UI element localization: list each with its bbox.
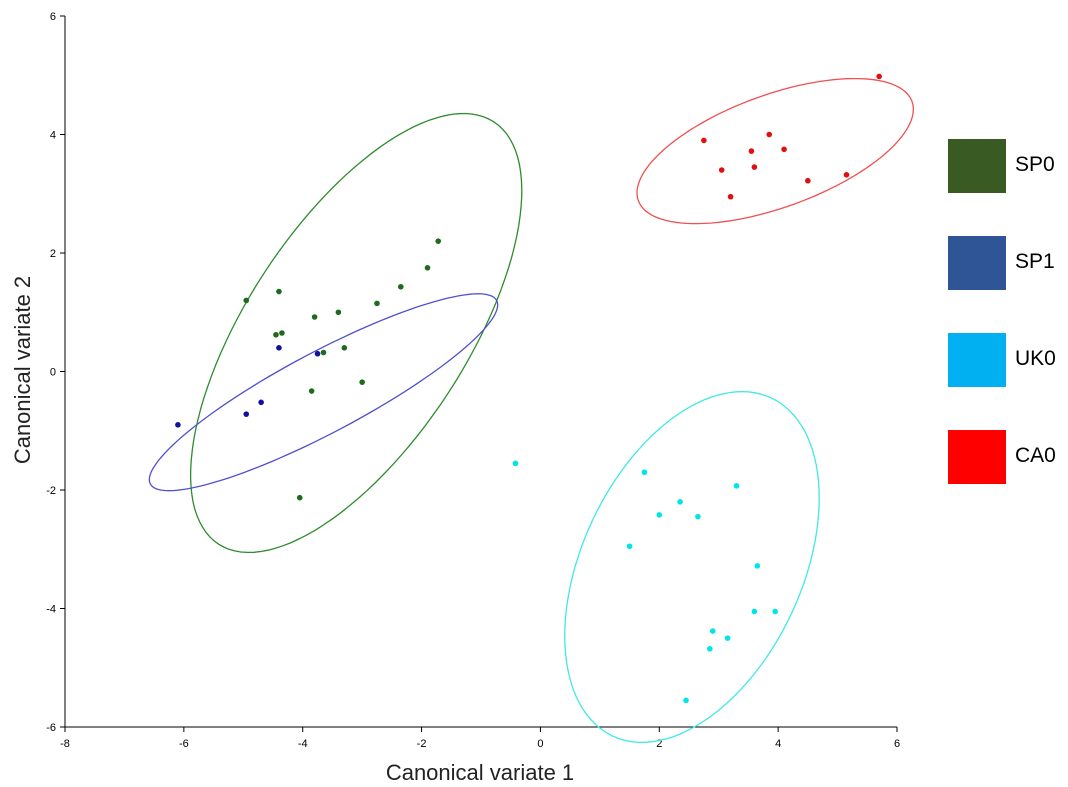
point-sp0 [435, 238, 442, 244]
ellipse-sp1 [148, 293, 499, 492]
point-uk0 [677, 499, 683, 505]
legend-label-sp0: SP0 [1015, 153, 1055, 176]
x-tick-label: 6 [894, 738, 900, 750]
point-uk0 [695, 513, 701, 520]
point-ca0 [781, 146, 787, 153]
y-tick-label: -6 [46, 722, 56, 734]
point-uk0 [772, 608, 778, 615]
point-sp0 [424, 265, 431, 271]
legend-swatch-sp0 [948, 139, 1006, 193]
point-sp1 [258, 399, 264, 406]
legend-item-uk0: UK0 [948, 333, 1068, 387]
y-tick-label: -2 [46, 485, 56, 497]
x-tick-label: -2 [417, 738, 427, 750]
ellipse-ca0 [636, 77, 914, 225]
y-tick-label: 6 [50, 11, 56, 23]
point-sp0 [359, 379, 365, 385]
legend-item-ca0: CA0 [948, 430, 1068, 484]
confidence-ellipses [148, 77, 914, 744]
axes: -8 -6 -4 -2 0 2 4 6 -6 -4 -2 0 2 4 6 [46, 11, 900, 750]
point-sp0 [320, 349, 327, 356]
point-uk0 [626, 543, 633, 550]
legend-swatch-ca0 [948, 430, 1006, 484]
legend-swatch-sp1 [948, 236, 1006, 290]
point-sp0 [279, 330, 285, 336]
point-ca0 [843, 171, 850, 178]
x-tick-label: -8 [60, 738, 70, 750]
y-tick-label: 4 [50, 130, 56, 142]
legend-label-uk0: UK0 [1015, 347, 1056, 370]
point-uk0 [707, 645, 713, 652]
point-uk0 [683, 697, 689, 704]
point-ca0 [718, 167, 725, 173]
point-ca0 [805, 177, 811, 184]
point-sp0 [273, 331, 279, 338]
point-sp0 [243, 297, 250, 304]
point-uk0 [754, 563, 761, 569]
data-points [175, 73, 882, 704]
point-uk0 [512, 460, 519, 467]
ellipse-sp0 [189, 112, 523, 554]
point-uk0 [656, 512, 663, 518]
point-sp0 [335, 309, 342, 316]
y-tick-label: 0 [50, 367, 56, 379]
point-ca0 [876, 73, 882, 80]
point-sp0 [311, 314, 318, 320]
x-tick-label: -6 [179, 738, 189, 750]
x-tick-label: 4 [775, 738, 781, 750]
point-sp0 [276, 288, 282, 295]
x-tick-label: -4 [298, 738, 308, 750]
point-sp1 [243, 411, 250, 417]
point-ca0 [727, 193, 734, 200]
point-uk0 [709, 628, 716, 634]
point-sp0 [308, 388, 315, 394]
point-uk0 [751, 608, 758, 615]
y-tick-label: 2 [50, 248, 56, 260]
point-sp0 [296, 494, 303, 501]
point-sp1 [276, 345, 282, 351]
point-uk0 [641, 469, 648, 476]
point-ca0 [766, 131, 773, 138]
point-sp0 [397, 283, 404, 290]
point-sp1 [314, 350, 321, 357]
legend-label-sp1: SP1 [1015, 250, 1055, 273]
y-axis-label: Canonical variate 2 [10, 276, 35, 464]
ellipse-uk0 [564, 390, 820, 744]
point-sp0 [374, 300, 380, 307]
y-tick-label: -4 [46, 604, 56, 616]
point-uk0 [733, 483, 740, 489]
x-tick-label: 0 [537, 738, 543, 750]
legend-item-sp1: SP1 [948, 236, 1068, 290]
legend-item-sp0: SP0 [948, 139, 1068, 193]
x-tick-label: 2 [656, 738, 662, 750]
point-ca0 [701, 137, 707, 144]
legend-swatch-uk0 [948, 333, 1006, 387]
point-sp1 [175, 422, 181, 428]
legend-label-ca0: CA0 [1015, 444, 1056, 467]
x-axis-label: Canonical variate 1 [386, 760, 574, 785]
point-uk0 [724, 635, 731, 641]
point-sp0 [341, 345, 348, 351]
point-ca0 [748, 148, 755, 154]
point-ca0 [751, 164, 758, 170]
